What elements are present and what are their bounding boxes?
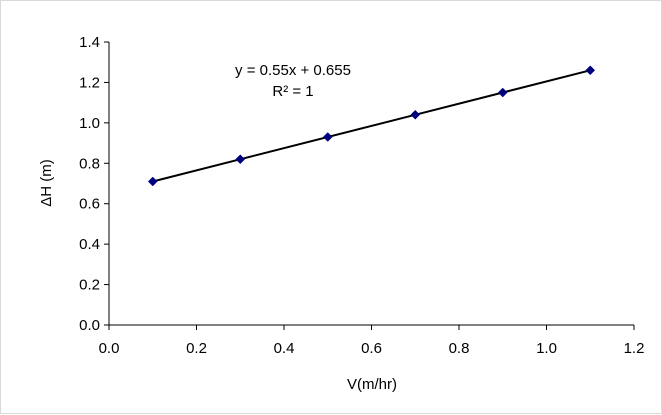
y-tick-label: 1.0	[79, 115, 100, 132]
trendline-equation: y = 0.55x + 0.655	[235, 62, 351, 79]
data-point	[410, 109, 421, 120]
y-tick-label: 1.2	[79, 74, 100, 91]
x-tick-label: 0.2	[186, 340, 207, 357]
x-tick-label: 1.2	[624, 340, 645, 357]
y-tick-label: 0.4	[79, 236, 100, 253]
data-point	[235, 154, 246, 165]
data-point	[497, 87, 508, 98]
y-tick-label: 0.8	[79, 155, 100, 172]
axes	[104, 41, 635, 330]
x-tick-label: 1.0	[536, 340, 557, 357]
data-point	[585, 65, 596, 76]
data-point	[322, 132, 333, 142]
trendline	[152, 69, 591, 183]
y-tick-label: 0.2	[79, 277, 100, 294]
x-tick-label: 0.4	[274, 340, 295, 357]
tick-labels: 0.0 0.2 0.4 0.6 0.8 1.0 1.2 1.4 0.0 0.2 0.4 0.6 0.8 1…	[79, 34, 644, 357]
x-tick-label: 0.8	[449, 340, 470, 357]
data-point	[147, 176, 158, 187]
chart-marks	[147, 65, 596, 187]
x-axis-title: V(m/hr)	[347, 376, 397, 393]
x-tick-label: 0.6	[361, 340, 382, 357]
y-tick-label: 1.4	[79, 34, 100, 51]
y-tick-label: 0.0	[79, 317, 100, 334]
r-squared-label: R² = 1	[272, 83, 313, 100]
y-axis-title: ΔH (m)	[38, 159, 55, 207]
x-tick-label: 0.0	[99, 340, 120, 357]
y-tick-label: 0.6	[79, 196, 100, 213]
